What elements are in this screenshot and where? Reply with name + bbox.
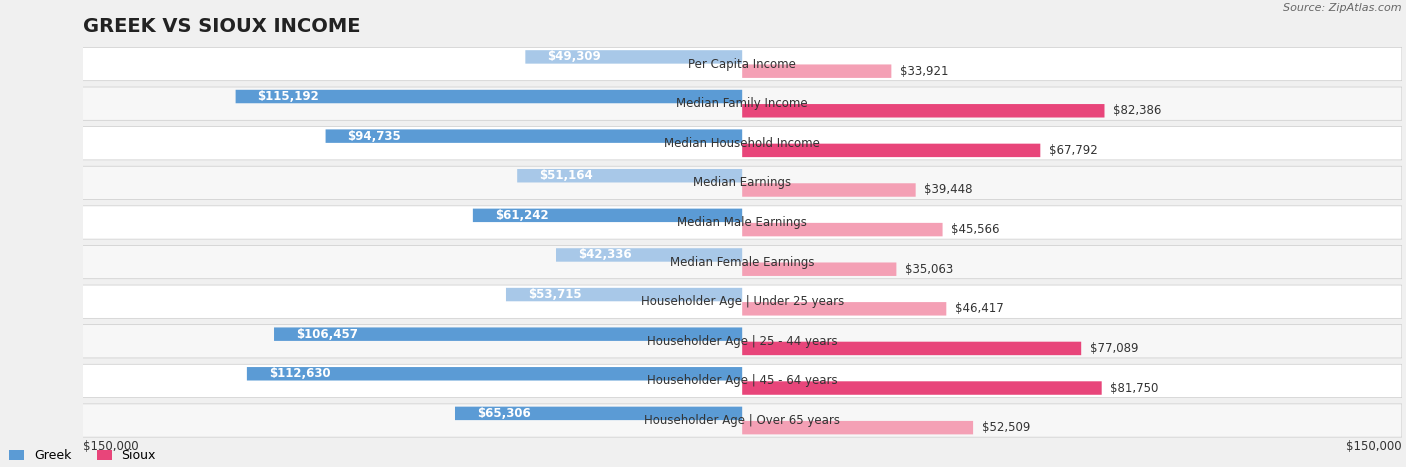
Text: Median Earnings: Median Earnings	[693, 177, 792, 190]
Text: $106,457: $106,457	[297, 328, 359, 340]
Text: $61,242: $61,242	[495, 209, 548, 222]
Text: $51,164: $51,164	[538, 169, 593, 182]
Text: $52,509: $52,509	[981, 421, 1031, 434]
Text: $45,566: $45,566	[952, 223, 1000, 236]
Text: Per Capita Income: Per Capita Income	[689, 57, 796, 71]
FancyBboxPatch shape	[742, 262, 897, 276]
Legend: Greek, Sioux: Greek, Sioux	[4, 444, 160, 467]
FancyBboxPatch shape	[83, 404, 1402, 437]
Text: GREEK VS SIOUX INCOME: GREEK VS SIOUX INCOME	[83, 17, 360, 36]
FancyBboxPatch shape	[742, 144, 1040, 157]
Text: Householder Age | 25 - 44 years: Householder Age | 25 - 44 years	[647, 335, 838, 348]
Text: $77,089: $77,089	[1090, 342, 1139, 355]
Text: $35,063: $35,063	[905, 263, 953, 276]
FancyBboxPatch shape	[742, 64, 891, 78]
FancyBboxPatch shape	[456, 407, 742, 420]
FancyBboxPatch shape	[236, 90, 742, 103]
FancyBboxPatch shape	[742, 342, 1081, 355]
FancyBboxPatch shape	[83, 166, 1402, 199]
Text: Source: ZipAtlas.com: Source: ZipAtlas.com	[1284, 2, 1402, 13]
FancyBboxPatch shape	[83, 246, 1402, 279]
Text: Householder Age | Under 25 years: Householder Age | Under 25 years	[641, 295, 844, 308]
FancyBboxPatch shape	[83, 364, 1402, 397]
FancyBboxPatch shape	[742, 421, 973, 434]
FancyBboxPatch shape	[83, 206, 1402, 239]
Text: Median Male Earnings: Median Male Earnings	[678, 216, 807, 229]
Text: Median Household Income: Median Household Income	[664, 137, 820, 150]
Text: $46,417: $46,417	[955, 302, 1004, 315]
FancyBboxPatch shape	[506, 288, 742, 301]
FancyBboxPatch shape	[83, 87, 1402, 120]
Text: $33,921: $33,921	[900, 64, 949, 78]
Text: $112,630: $112,630	[269, 367, 330, 380]
FancyBboxPatch shape	[247, 367, 742, 381]
FancyBboxPatch shape	[472, 209, 742, 222]
Text: $115,192: $115,192	[257, 90, 319, 103]
Text: Median Family Income: Median Family Income	[676, 97, 808, 110]
Text: $82,386: $82,386	[1114, 104, 1161, 117]
FancyBboxPatch shape	[83, 127, 1402, 160]
FancyBboxPatch shape	[326, 129, 742, 143]
FancyBboxPatch shape	[742, 183, 915, 197]
Text: $150,000: $150,000	[1346, 440, 1402, 453]
Text: $42,336: $42,336	[578, 248, 631, 262]
Text: Householder Age | Over 65 years: Householder Age | Over 65 years	[644, 414, 841, 427]
FancyBboxPatch shape	[742, 223, 942, 236]
FancyBboxPatch shape	[83, 48, 1402, 81]
Text: $65,306: $65,306	[477, 407, 530, 420]
Text: $53,715: $53,715	[529, 288, 582, 301]
FancyBboxPatch shape	[555, 248, 742, 262]
Text: $150,000: $150,000	[83, 440, 138, 453]
FancyBboxPatch shape	[742, 104, 1105, 118]
FancyBboxPatch shape	[517, 169, 742, 183]
FancyBboxPatch shape	[742, 381, 1102, 395]
FancyBboxPatch shape	[83, 285, 1402, 318]
Text: $94,735: $94,735	[347, 130, 401, 142]
Text: $67,792: $67,792	[1049, 144, 1098, 157]
Text: Median Female Earnings: Median Female Earnings	[669, 255, 814, 269]
FancyBboxPatch shape	[274, 327, 742, 341]
Text: Householder Age | 45 - 64 years: Householder Age | 45 - 64 years	[647, 375, 838, 388]
FancyBboxPatch shape	[526, 50, 742, 64]
FancyBboxPatch shape	[83, 325, 1402, 358]
Text: $49,309: $49,309	[547, 50, 602, 64]
FancyBboxPatch shape	[742, 302, 946, 316]
Text: $81,750: $81,750	[1111, 382, 1159, 395]
Text: $39,448: $39,448	[925, 184, 973, 197]
